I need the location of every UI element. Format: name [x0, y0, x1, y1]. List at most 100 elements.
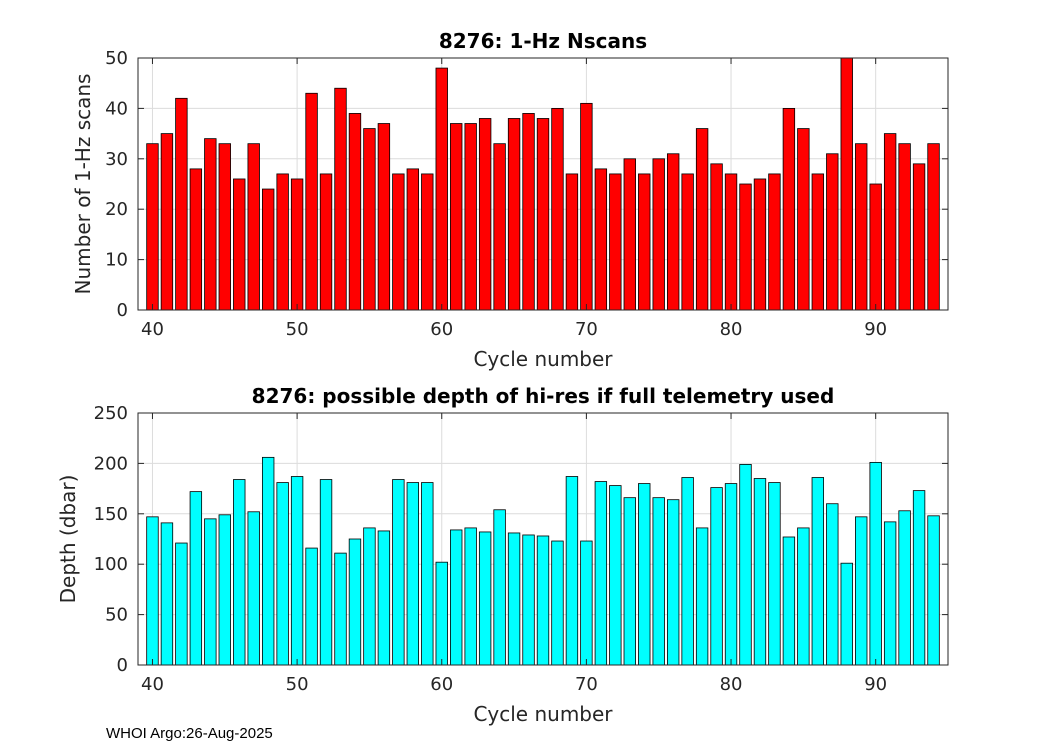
bar	[276, 173, 289, 311]
bar	[522, 113, 535, 311]
bar	[319, 173, 333, 311]
bar	[305, 547, 318, 666]
bar	[189, 491, 203, 666]
bar	[233, 178, 246, 311]
bar	[797, 128, 810, 311]
bar	[204, 138, 217, 311]
bar	[855, 143, 868, 311]
bar	[536, 535, 550, 666]
y-tick-label: 100	[94, 554, 128, 575]
bar	[652, 158, 665, 311]
bar	[855, 516, 868, 666]
bar	[175, 542, 188, 666]
bar	[421, 482, 434, 666]
y-axis-label: Number of 1-Hz scans	[71, 74, 95, 295]
y-tick-label: 10	[105, 250, 128, 271]
x-tick-label: 50	[286, 319, 309, 340]
bar	[782, 108, 796, 311]
nscans-chart: 8276: 1-Hz Nscans Cycle number Number of…	[71, 29, 949, 371]
bar	[276, 482, 289, 666]
bar	[638, 173, 651, 311]
bar	[493, 143, 506, 311]
y-tick-label: 50	[105, 48, 128, 69]
bar	[377, 530, 391, 666]
bar	[724, 173, 738, 311]
bar	[363, 128, 376, 311]
x-tick-label: 60	[430, 319, 453, 340]
bar	[681, 477, 694, 666]
x-tick-label: 60	[430, 674, 453, 695]
x-tick-label: 70	[575, 319, 598, 340]
chart-title: 8276: possible depth of hi-res if full t…	[252, 384, 835, 408]
x-tick-label: 80	[720, 319, 743, 340]
x-tick-label: 70	[575, 674, 598, 695]
bar	[450, 529, 463, 666]
bar	[623, 497, 636, 666]
bar	[768, 173, 781, 311]
bar	[435, 67, 448, 311]
bar	[768, 482, 781, 666]
bar	[334, 87, 347, 311]
bar	[507, 118, 521, 311]
bar	[478, 118, 492, 311]
bar	[233, 479, 246, 666]
bar	[710, 487, 723, 666]
bar	[551, 108, 564, 311]
bar	[681, 173, 694, 311]
bar	[536, 118, 550, 311]
bar	[290, 476, 304, 666]
bar	[348, 113, 362, 311]
bar	[898, 510, 911, 666]
bar	[565, 173, 579, 311]
bar	[218, 143, 231, 311]
footer-credit: WHOI Argo:26-Aug-2025	[106, 725, 273, 742]
bar	[782, 536, 796, 666]
y-tick-label: 40	[105, 98, 128, 119]
bar	[826, 503, 839, 666]
bar	[623, 158, 636, 311]
bar	[898, 143, 911, 311]
bar	[189, 168, 203, 311]
bar	[406, 482, 420, 666]
bar	[319, 479, 333, 666]
bar	[883, 521, 897, 666]
bar	[666, 499, 680, 666]
y-tick-label: 50	[105, 605, 128, 626]
y-tick-label: 250	[94, 403, 128, 424]
bar	[840, 57, 853, 311]
bar	[739, 464, 752, 666]
bar	[218, 514, 231, 666]
bar	[927, 515, 940, 666]
bar	[261, 188, 275, 311]
x-axis-label: Cycle number	[473, 347, 613, 371]
bar	[609, 485, 622, 666]
bar	[290, 178, 304, 311]
bar	[695, 527, 709, 666]
depth-chart: 8276: possible depth of hi-res if full t…	[56, 384, 949, 726]
bar	[753, 478, 767, 666]
axes-box	[137, 57, 949, 311]
bar	[724, 483, 738, 666]
bar	[464, 527, 477, 666]
x-tick-label: 90	[864, 319, 887, 340]
bar	[811, 477, 825, 666]
bar	[551, 540, 564, 666]
y-tick-label: 0	[117, 655, 128, 676]
bar	[739, 183, 752, 311]
bar	[348, 538, 362, 666]
bar	[160, 522, 174, 666]
x-tick-label: 50	[286, 674, 309, 695]
bar	[580, 102, 593, 311]
bar	[797, 527, 810, 666]
bar	[507, 532, 521, 666]
bar	[247, 511, 260, 666]
bar	[421, 173, 434, 311]
y-tick-label: 30	[105, 149, 128, 170]
bar	[811, 173, 825, 311]
bars	[146, 456, 940, 666]
chart-title: 8276: 1-Hz Nscans	[439, 29, 647, 53]
y-tick-label: 200	[94, 453, 128, 474]
bar	[638, 483, 651, 666]
x-tick-label: 90	[864, 674, 887, 695]
